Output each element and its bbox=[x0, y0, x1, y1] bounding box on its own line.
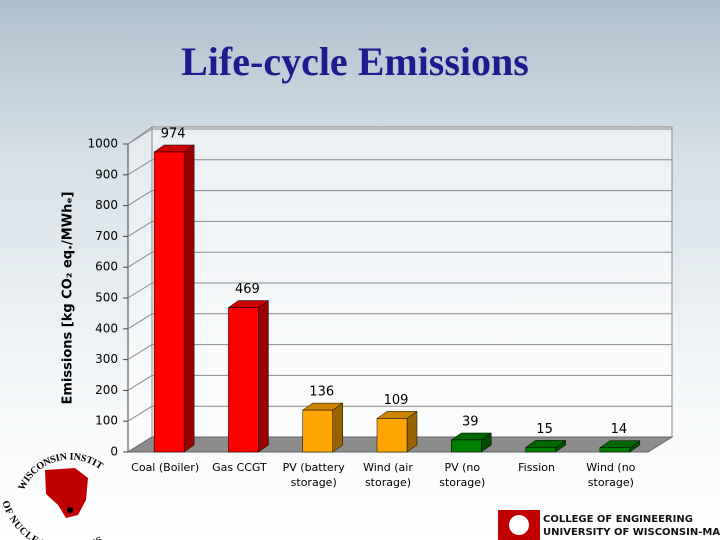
y-tick-label: 700 bbox=[95, 229, 118, 243]
y-tick-label: 600 bbox=[95, 260, 118, 274]
institute-top-path: WISCONSIN INSTITUTE bbox=[0, 0, 105, 492]
y-tick-label: 800 bbox=[95, 198, 118, 212]
university-name: UNIVERSITY OF WISCONSIN-MADISON bbox=[543, 527, 720, 538]
value-label: 469 bbox=[235, 282, 260, 297]
grid-line-side bbox=[127, 128, 153, 145]
value-label: 15 bbox=[536, 422, 553, 437]
crest-circle bbox=[509, 515, 529, 535]
y-tick-label: 100 bbox=[95, 414, 118, 428]
y-tick-label: 200 bbox=[95, 383, 118, 397]
x-tick-label: Wind (no storage) bbox=[586, 461, 636, 489]
x-tick-label: Fission bbox=[518, 461, 555, 474]
grid-line-side bbox=[127, 190, 153, 207]
grid-line-side bbox=[127, 374, 153, 391]
college-name: COLLEGE OF ENGINEERING bbox=[543, 514, 693, 525]
bar-side bbox=[183, 144, 195, 453]
bar bbox=[599, 447, 631, 453]
y-axis-label: Emissions [kg CO₂ eq./MWhₑ] bbox=[61, 191, 76, 404]
bar bbox=[153, 151, 185, 453]
institute-top: WISCONSIN INSTITUTE bbox=[0, 0, 105, 492]
y-tick-label: 900 bbox=[95, 167, 118, 181]
chart-title: Life-cycle Emissions bbox=[181, 39, 529, 84]
college-logo: COLLEGE OF ENGINEERING UNIVERSITY OF WIS… bbox=[498, 510, 720, 540]
grid-line-side bbox=[127, 405, 153, 422]
y-tick-label: 0 bbox=[110, 445, 118, 459]
bar-side bbox=[258, 300, 269, 453]
bar bbox=[525, 447, 556, 453]
grid-line-side bbox=[127, 220, 153, 237]
grid-line-side bbox=[127, 344, 153, 361]
y-tick-label: 500 bbox=[95, 291, 118, 305]
grid-line-side bbox=[127, 251, 153, 268]
x-tick-label: Gas CCGT bbox=[212, 461, 267, 474]
grid-line-side bbox=[127, 313, 153, 330]
institute-bottom-path: OF NUCLEAR SYSTEMS bbox=[0, 499, 105, 540]
x-tick-label: PV (no storage) bbox=[439, 461, 486, 489]
value-label: 109 bbox=[384, 393, 409, 408]
logo-dot bbox=[67, 507, 73, 513]
value-label: 39 bbox=[462, 414, 479, 429]
value-label: 14 bbox=[611, 422, 628, 437]
y-tick-label: 400 bbox=[95, 321, 118, 335]
wisconsin-shape bbox=[45, 468, 88, 518]
value-label: 136 bbox=[309, 385, 334, 400]
institute-logo: WISCONSIN INSTITUTE OF NUCLEAR SYSTEMS bbox=[0, 0, 105, 540]
value-label: 974 bbox=[161, 127, 186, 142]
x-tick-label: PV (battery storage) bbox=[282, 461, 345, 489]
bar bbox=[451, 439, 482, 453]
grid-line-side bbox=[127, 282, 153, 299]
x-tick-label: Wind (air storage) bbox=[363, 461, 413, 489]
bar bbox=[228, 307, 259, 453]
institute-bottom: OF NUCLEAR SYSTEMS bbox=[0, 499, 105, 540]
side-wall bbox=[127, 126, 153, 453]
grid-line-side bbox=[127, 159, 153, 176]
bar bbox=[376, 418, 408, 453]
x-tick-label: Coal (Boiler) bbox=[131, 461, 200, 474]
y-tick-label: 300 bbox=[95, 352, 118, 366]
bar-side bbox=[332, 402, 343, 453]
y-tick-label: 1000 bbox=[87, 137, 118, 151]
bar bbox=[302, 409, 333, 453]
